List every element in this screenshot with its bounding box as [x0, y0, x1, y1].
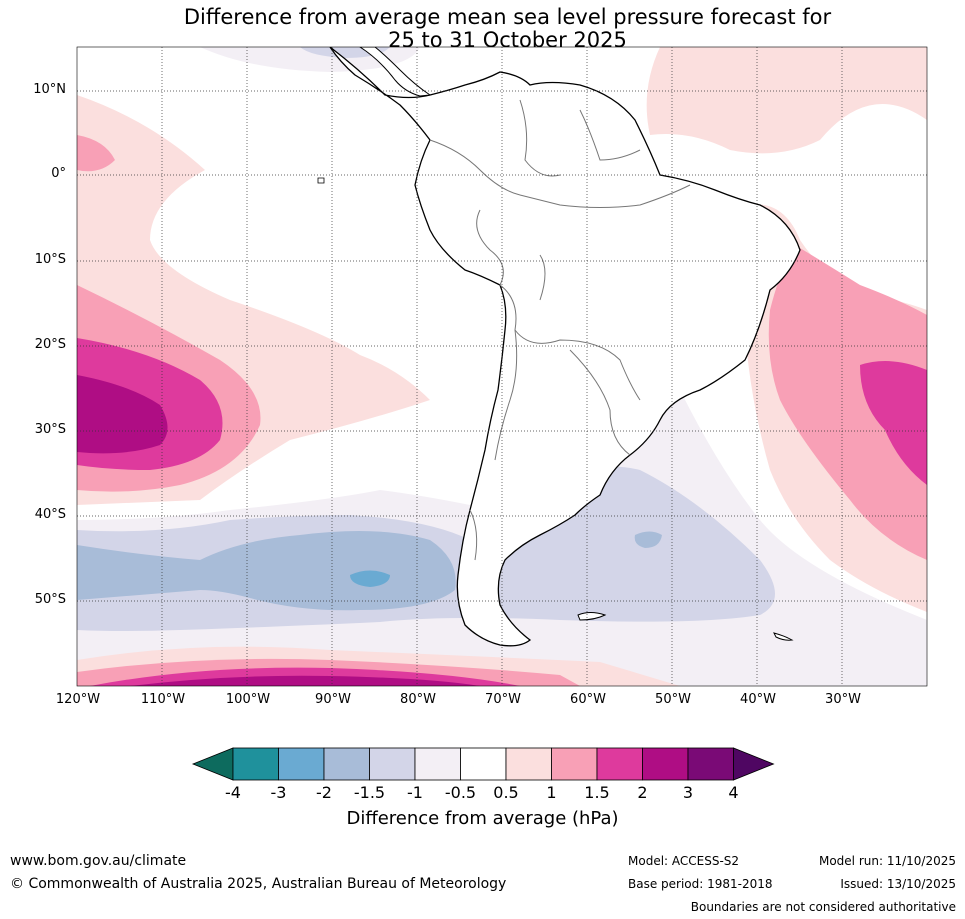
colorbar-cell: [596, 747, 643, 781]
colorbar-tick-label: -4: [225, 783, 241, 802]
lon-label-60w: 60°W: [570, 692, 606, 707]
colorbar-tick-label: -3: [270, 783, 287, 802]
colorbar-cell: [323, 747, 370, 781]
lon-label-90w: 90°W: [315, 692, 351, 707]
colorbar-tick-label: -0.5: [444, 783, 477, 802]
colorbar-cell: [505, 747, 552, 781]
footer-base-period: Base period: 1981-2018: [628, 877, 773, 891]
lon-label-100w: 100°W: [225, 692, 271, 707]
footer-disclaimer: Boundaries are not considered authoritat…: [690, 900, 956, 914]
lat-label-20s: 20°S: [34, 337, 66, 352]
footer-url[interactable]: www.bom.gov.au/climate: [10, 853, 187, 869]
falklands: [577, 612, 607, 621]
anomaly-atlantic-magenta: [860, 361, 927, 485]
lon-label-40w: 40°W: [740, 692, 776, 707]
lon-label-30w: 30°W: [825, 692, 861, 707]
lat-label-40s: 40°S: [34, 507, 66, 522]
lat-label-50s: 50°S: [34, 592, 66, 607]
colorbar-extend-low: [191, 747, 234, 781]
chart-title-line1: Difference from average mean sea level p…: [183, 5, 832, 29]
footer-copyright: © Commonwealth of Australia 2025, Austra…: [10, 876, 507, 892]
lat-label-0: 0°: [51, 166, 66, 181]
footer-model: Model: ACCESS-S2: [628, 854, 740, 868]
colorbar-cell: [414, 747, 461, 781]
colorbar-tick-label: 0.5: [493, 783, 519, 802]
graticule: [77, 47, 927, 686]
colorbar-tick-label: 1.5: [584, 783, 610, 802]
coastline: [317, 47, 801, 647]
anomaly-atlantic-pink: [768, 245, 927, 560]
colorbar-tick-label: -1.5: [353, 783, 386, 802]
lon-label-70w: 70°W: [485, 692, 521, 707]
map-plot: [76, 46, 928, 687]
map-frame: [76, 46, 928, 687]
anomaly-atlantic-light-pink: [646, 47, 927, 154]
colorbar-cell: [278, 747, 325, 781]
colorbar-cell: [551, 747, 598, 781]
colorbar-tick-label: -2: [316, 783, 332, 802]
lon-label-110w: 110°W: [140, 692, 186, 707]
footer-issued: Issued: 13/10/2025: [840, 877, 956, 891]
colorbar-cell: [369, 747, 416, 781]
colorbar-extend-high: [733, 747, 775, 781]
colorbar-tick-label: 3: [682, 783, 694, 802]
footer-model-run: Model run: 11/10/2025: [818, 854, 956, 868]
lat-label-30s: 30°S: [34, 422, 66, 437]
colorbar-cell: [687, 747, 734, 781]
colorbar-tick-label: 1: [546, 783, 557, 802]
colorbar-title: Difference from average (hPa): [346, 808, 619, 829]
lat-label-10s: 10°S: [34, 252, 66, 267]
south-georgia: [773, 632, 794, 641]
country-borders: [429, 99, 691, 561]
colorbar-tick-label: -1: [407, 783, 423, 802]
colorbar-cell: [460, 747, 507, 781]
anomaly-pacific-small-pink: [77, 135, 115, 172]
central-america-land: [359, 47, 432, 97]
colorbar-tick-label: 4: [728, 783, 739, 802]
galapagos: [317, 177, 325, 184]
anomaly-far-south-deep-magenta: [130, 675, 480, 686]
anomaly-south-steel-blue-small: [634, 531, 662, 548]
anomaly-south-steel-blue: [77, 531, 456, 611]
anomaly-pacific-deep-magenta: [77, 375, 168, 454]
lat-label-10n: 10°N: [33, 82, 66, 97]
colorbar-cell: [642, 747, 689, 781]
lon-label-80w: 80°W: [400, 692, 436, 707]
colorbar-cell: [232, 747, 279, 781]
anomaly-south-sky-blue: [350, 570, 390, 587]
lon-label-50w: 50°W: [655, 692, 691, 707]
south-america-land: [329, 47, 801, 647]
lon-label-120w: 120°W: [55, 692, 101, 707]
colorbar-tick-label: 2: [637, 783, 648, 802]
anomaly-field: [77, 47, 927, 686]
